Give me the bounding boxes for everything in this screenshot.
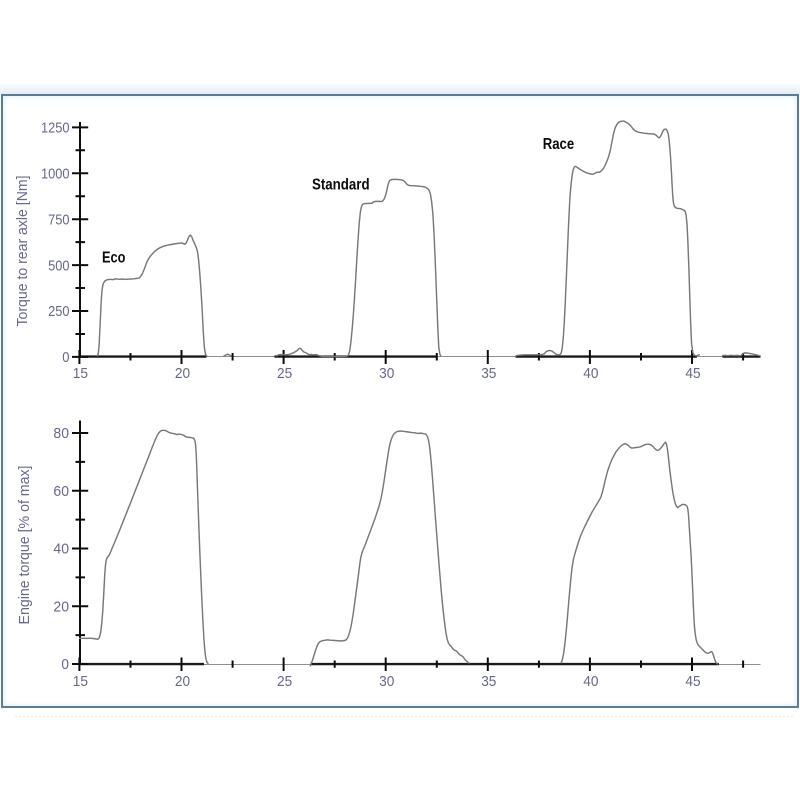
svg-text:15: 15	[73, 673, 88, 690]
svg-text:Standard: Standard	[312, 177, 370, 194]
svg-text:80: 80	[53, 425, 69, 442]
svg-text:0: 0	[61, 656, 69, 673]
svg-text:40: 40	[53, 541, 69, 558]
svg-text:20: 20	[175, 673, 190, 690]
svg-text:20: 20	[175, 365, 190, 382]
svg-text:30: 30	[379, 365, 394, 382]
svg-text:Race: Race	[543, 136, 575, 153]
svg-text:Torque to rear axle [Nm]: Torque to rear axle [Nm]	[14, 176, 31, 327]
svg-text:40: 40	[583, 673, 598, 690]
svg-text:30: 30	[379, 673, 394, 690]
svg-text:60: 60	[53, 483, 69, 500]
svg-text:35: 35	[481, 365, 496, 382]
svg-text:45: 45	[685, 365, 700, 382]
svg-text:750: 750	[48, 211, 69, 228]
svg-text:500: 500	[48, 257, 69, 274]
svg-text:35: 35	[481, 673, 496, 690]
svg-text:15: 15	[73, 365, 88, 382]
svg-text:Engine torque [% of max]: Engine torque [% of max]	[16, 466, 33, 625]
svg-text:40: 40	[583, 365, 598, 382]
svg-text:25: 25	[277, 365, 292, 382]
svg-text:20: 20	[53, 599, 69, 616]
svg-text:45: 45	[685, 673, 700, 690]
svg-text:1000: 1000	[41, 166, 70, 183]
svg-text:Eco: Eco	[102, 250, 126, 267]
svg-text:0: 0	[62, 349, 69, 366]
svg-text:25: 25	[277, 673, 292, 690]
svg-text:1250: 1250	[41, 120, 70, 137]
svg-text:250: 250	[48, 303, 69, 320]
